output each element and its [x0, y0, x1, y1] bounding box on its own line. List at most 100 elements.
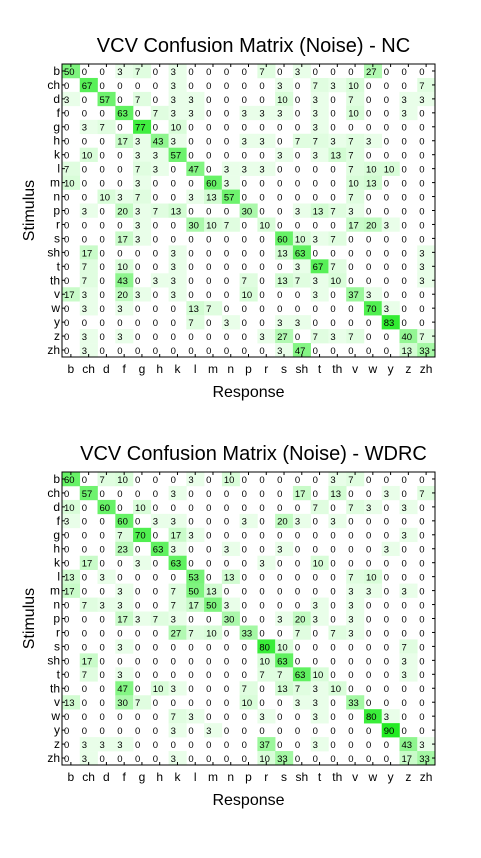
matrix-cell — [186, 315, 205, 330]
matrix-cell — [221, 217, 240, 232]
cell-value: 0 — [100, 559, 105, 570]
matrix-cell — [239, 625, 258, 640]
cell-value: 0 — [206, 656, 211, 667]
cell-value: 0 — [366, 628, 371, 639]
y-tick-label: th — [50, 273, 60, 287]
cell-value: 0 — [401, 614, 406, 625]
cell-value: 0 — [206, 346, 211, 357]
matrix-cell — [115, 259, 134, 274]
y-tick-label: g — [53, 528, 60, 542]
cell-value: 3 — [401, 656, 406, 667]
cell-value: 3 — [313, 600, 318, 611]
cell-value: 7 — [348, 475, 353, 486]
matrix-cell — [62, 472, 81, 487]
cell-value: 3 — [64, 517, 69, 528]
cell-value: 0 — [100, 137, 105, 148]
cell-value: 0 — [366, 740, 371, 751]
cell-value: 0 — [188, 726, 193, 737]
cell-value: 0 — [366, 559, 371, 570]
cell-value: 23 — [117, 545, 128, 556]
cell-value: 0 — [277, 123, 282, 134]
matrix-cell — [310, 695, 329, 710]
cell-value: 0 — [419, 517, 424, 528]
matrix-cell — [275, 639, 294, 654]
y-tick-label: t — [57, 259, 61, 273]
matrix-cell — [310, 737, 329, 752]
cell-value: 0 — [401, 517, 406, 528]
matrix-cell — [150, 541, 169, 557]
cell-value: 0 — [313, 248, 318, 259]
matrix-cell — [257, 64, 276, 79]
matrix-cell — [363, 133, 383, 149]
cell-value: 3 — [242, 137, 247, 148]
cell-value: 7 — [64, 165, 69, 176]
matrix-cell — [363, 161, 383, 176]
cell-value: 0 — [206, 234, 211, 245]
cell-value: 0 — [401, 726, 406, 737]
cell-value: 0 — [384, 234, 389, 245]
cell-value: 0 — [313, 573, 318, 584]
cell-value: 3 — [419, 740, 424, 751]
x-tick-label: p — [245, 362, 252, 376]
cell-value: 0 — [82, 318, 87, 329]
cell-value: 0 — [384, 95, 389, 106]
y-tick-label: m — [50, 176, 60, 190]
cell-value: 0 — [206, 517, 211, 528]
cell-value: 3 — [171, 614, 176, 625]
y-tick-label: th — [50, 681, 60, 695]
cell-value: 0 — [100, 151, 105, 162]
cell-value: 3 — [171, 517, 176, 528]
cell-value: 0 — [419, 698, 424, 709]
cell-value: 0 — [188, 332, 193, 343]
matrix-cell — [150, 105, 169, 121]
cell-value: 0 — [188, 698, 193, 709]
cell-value: 0 — [82, 137, 87, 148]
matrix-cell — [168, 485, 187, 501]
cell-value: 83 — [384, 318, 395, 329]
cell-value: 0 — [135, 318, 140, 329]
cell-value: 0 — [348, 318, 353, 329]
cell-value: 0 — [401, 573, 406, 584]
cell-value: 0 — [313, 165, 318, 176]
cell-value: 67 — [82, 81, 93, 92]
cell-value: 0 — [330, 600, 335, 611]
cell-value: 0 — [295, 656, 300, 667]
cell-value: 0 — [295, 600, 300, 611]
cell-value: 0 — [100, 276, 105, 287]
cell-value: 0 — [419, 206, 424, 217]
cell-value: 3 — [171, 109, 176, 120]
matrix-cell — [186, 709, 205, 724]
x-tick-label: th — [332, 362, 342, 376]
y-tick-label: b — [53, 472, 60, 486]
y-tick-label: h — [53, 542, 60, 556]
cell-value: 0 — [206, 165, 211, 176]
cell-value: 10 — [242, 698, 253, 709]
cell-value: 7 — [153, 109, 158, 120]
matrix-cell — [310, 681, 329, 696]
cell-value: 0 — [82, 95, 87, 106]
cell-value: 0 — [330, 670, 335, 681]
cell-value: 0 — [242, 656, 247, 667]
cell-value: 10 — [313, 670, 324, 681]
cell-value: 0 — [348, 489, 353, 500]
matrix-cell — [399, 105, 418, 121]
cell-value: 3 — [242, 165, 247, 176]
cell-value: 0 — [242, 600, 247, 611]
cell-value: 7 — [188, 628, 193, 639]
cell-value: 0 — [153, 248, 158, 259]
matrix-cell — [292, 273, 311, 288]
cell-value: 0 — [384, 600, 389, 611]
cell-value: 0 — [277, 206, 282, 217]
y-tick-label: ch — [47, 486, 60, 500]
matrix-cell — [346, 77, 365, 93]
cell-value: 57 — [224, 192, 235, 203]
cell-value: 0 — [401, 698, 406, 709]
cell-value: 0 — [135, 628, 140, 639]
cell-value: 63 — [171, 559, 182, 570]
matrix-cell — [310, 611, 329, 626]
cell-value: 0 — [153, 628, 158, 639]
cell-value: 3 — [117, 740, 122, 751]
cell-value: 0 — [100, 179, 105, 190]
matrix-cell — [328, 273, 347, 288]
